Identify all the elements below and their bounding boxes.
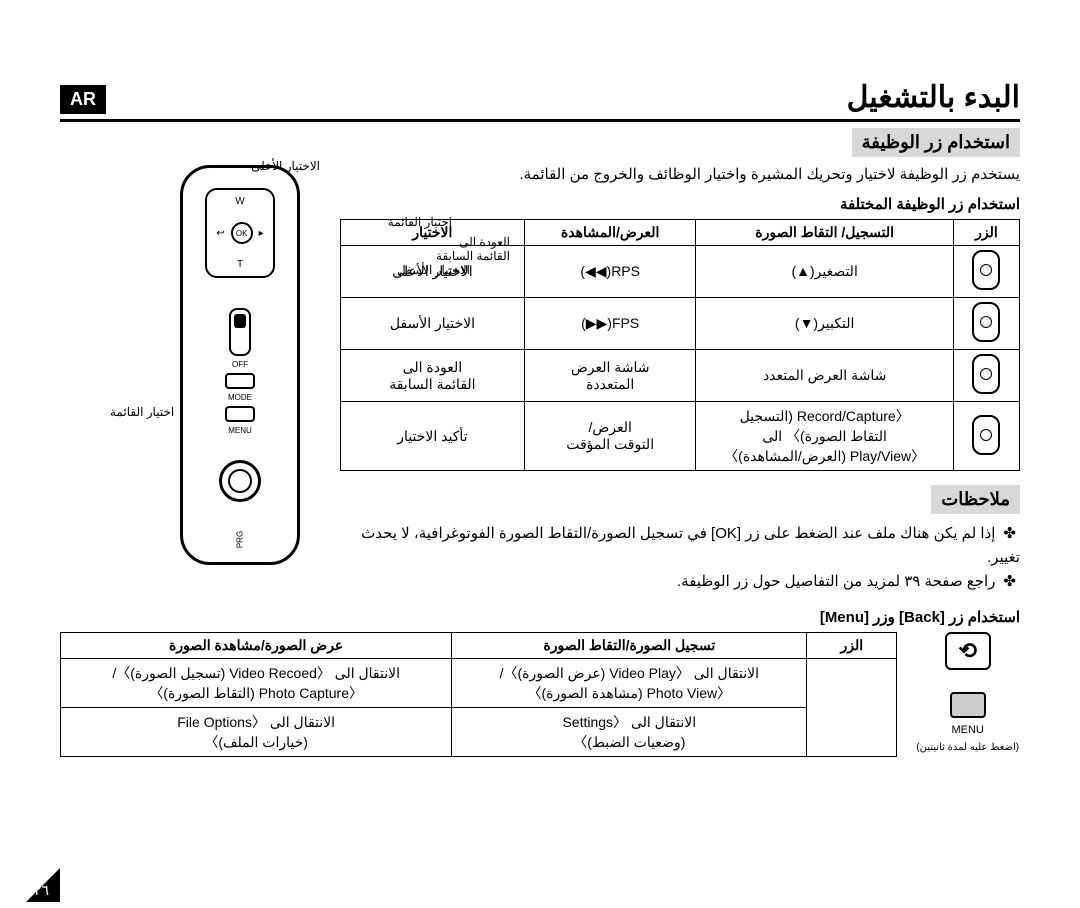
th-button: الزر	[953, 220, 1019, 246]
th-record: تسجيل الصورة/التقاط الصورة	[452, 633, 807, 659]
title-rule	[60, 119, 1020, 122]
page-title: البدء بالتشغيل	[60, 80, 1020, 115]
th-view: عرض الصورة/مشاهدة الصورة	[61, 633, 452, 659]
table-row: شاشة العرض المتعدد شاشة العرض المتعددة ا…	[341, 350, 1020, 402]
th-record: التسجيل/ التقاط الصورة	[696, 220, 953, 246]
button-icon	[972, 354, 1000, 394]
back-button-icon: ⟲	[945, 632, 991, 670]
lang-badge: AR	[60, 85, 106, 114]
section1-heading: استخدام زر الوظيفة	[852, 128, 1020, 157]
callout-top: الاختيار الأعلى	[251, 159, 320, 173]
callout-right1: اختيار القائمة	[388, 215, 452, 229]
menu-table: الزر تسجيل الصورة/التقاط الصورة عرض الصو…	[60, 632, 897, 757]
note-2: راجع صفحة ٣٩ لمزيد من التفاصيل حول زر ال…	[340, 570, 1020, 594]
table-row: التكبير(▼) FPS(▶▶) الاختيار الأسفل	[341, 298, 1020, 350]
menu-hw-button-icon	[950, 692, 986, 718]
callout-menu: اختيار القائمة	[110, 405, 174, 419]
table1-caption: استخدام زر الوظيفة المختلفة	[340, 195, 1020, 213]
th-button: الزر	[807, 633, 897, 659]
page-number: ٢٦	[34, 882, 49, 899]
notes-heading: ملاحظات	[931, 485, 1020, 514]
callout-bottom-dpad: الاختيار الأسفل	[397, 263, 470, 277]
menu-label: MENU	[951, 724, 983, 736]
button-icon	[972, 302, 1000, 342]
section2-heading: استخدام زر [Back] وزر [Menu]	[60, 608, 1020, 626]
notes-block: إذا لم يكن هناك ملف عند الضغط على زر [OK…	[340, 522, 1020, 594]
button-icon	[972, 415, 1000, 455]
th-play: العرض/المشاهدة	[524, 220, 696, 246]
note-1: إذا لم يكن هناك ملف عند الضغط على زر [OK…	[340, 522, 1020, 570]
button-icon	[972, 250, 1000, 290]
table-row: 〈Record/Capture (التسجيل التقاط الصورة)〉…	[341, 402, 1020, 471]
callout-right2: العودة الى القائمة السابقة	[436, 235, 510, 263]
menu-note: (اضغط عليه لمدة ثانيتين)	[916, 742, 1019, 753]
table-row: الانتقال الى 〈Settings (وضعيات الضبط)〉 ا…	[61, 708, 897, 757]
table-row: الانتقال الى 〈Video Play (عرض الصورة)〉/ …	[61, 659, 897, 708]
